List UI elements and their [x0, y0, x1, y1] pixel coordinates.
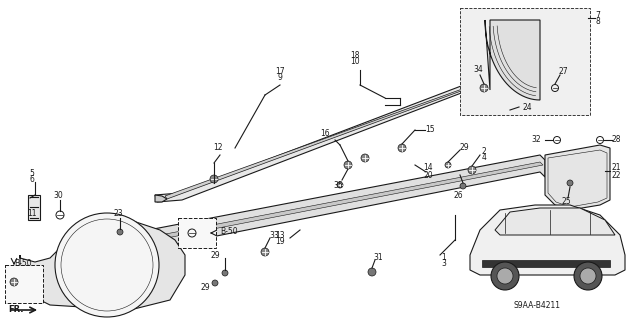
Text: 33: 33 — [269, 232, 279, 241]
Circle shape — [460, 183, 466, 189]
Circle shape — [212, 280, 218, 286]
Circle shape — [368, 268, 376, 276]
Text: 35: 35 — [333, 181, 343, 189]
Text: B-50: B-50 — [220, 226, 237, 235]
Circle shape — [344, 161, 352, 169]
Text: 11: 11 — [28, 209, 36, 218]
Circle shape — [55, 213, 159, 317]
Text: 29: 29 — [211, 250, 220, 259]
Polygon shape — [70, 155, 545, 265]
Circle shape — [210, 175, 218, 183]
Text: 32: 32 — [531, 136, 541, 145]
Text: 19: 19 — [275, 238, 285, 247]
Text: FR.: FR. — [8, 306, 24, 315]
Text: 31: 31 — [373, 254, 383, 263]
Circle shape — [10, 278, 18, 286]
Polygon shape — [28, 195, 40, 220]
Text: 27: 27 — [558, 68, 568, 77]
Bar — [5, 265, 43, 303]
Text: 21: 21 — [611, 164, 621, 173]
Polygon shape — [155, 75, 492, 202]
Text: 12: 12 — [213, 143, 223, 152]
Circle shape — [468, 166, 476, 174]
Circle shape — [117, 229, 123, 235]
Circle shape — [480, 84, 488, 92]
Text: 34: 34 — [473, 65, 483, 75]
Text: 26: 26 — [453, 190, 463, 199]
Text: 15: 15 — [425, 124, 435, 133]
Text: 23: 23 — [113, 210, 123, 219]
Text: 7: 7 — [596, 11, 600, 19]
Text: 29: 29 — [459, 144, 469, 152]
Polygon shape — [495, 208, 615, 235]
Circle shape — [574, 262, 602, 290]
Text: 8: 8 — [596, 18, 600, 26]
Text: 30: 30 — [53, 191, 63, 201]
Polygon shape — [460, 8, 590, 115]
Text: 24: 24 — [522, 102, 532, 112]
Polygon shape — [482, 260, 610, 267]
Text: 22: 22 — [611, 170, 621, 180]
Polygon shape — [20, 218, 185, 310]
Circle shape — [398, 144, 406, 152]
Circle shape — [445, 162, 451, 168]
Circle shape — [567, 180, 573, 186]
Polygon shape — [470, 205, 625, 275]
Text: 20: 20 — [423, 170, 433, 180]
Circle shape — [261, 248, 269, 256]
Text: 25: 25 — [561, 197, 571, 206]
Text: 5: 5 — [29, 168, 35, 177]
Circle shape — [361, 154, 369, 162]
Text: 2: 2 — [482, 146, 486, 155]
Circle shape — [497, 268, 513, 284]
Text: 28: 28 — [611, 136, 621, 145]
Polygon shape — [165, 79, 491, 199]
Circle shape — [337, 182, 343, 188]
Text: 6: 6 — [29, 174, 35, 183]
Text: 1: 1 — [442, 254, 446, 263]
Text: S9AA-B4211: S9AA-B4211 — [513, 301, 560, 310]
Circle shape — [491, 262, 519, 290]
Circle shape — [580, 268, 596, 284]
Bar — [178, 218, 216, 248]
Text: B-50: B-50 — [14, 258, 31, 268]
Text: 10: 10 — [350, 57, 360, 66]
Text: 14: 14 — [423, 164, 433, 173]
Text: 9: 9 — [278, 73, 282, 83]
Polygon shape — [72, 162, 543, 256]
Text: 18: 18 — [351, 51, 360, 61]
Text: 16: 16 — [321, 130, 330, 138]
Polygon shape — [155, 195, 167, 202]
Text: 13: 13 — [275, 231, 285, 240]
Text: 17: 17 — [275, 68, 285, 77]
Polygon shape — [485, 20, 540, 100]
Circle shape — [222, 270, 228, 276]
Polygon shape — [545, 145, 610, 210]
Text: 3: 3 — [442, 259, 447, 269]
Text: 4: 4 — [481, 153, 486, 162]
Text: 29: 29 — [200, 284, 210, 293]
